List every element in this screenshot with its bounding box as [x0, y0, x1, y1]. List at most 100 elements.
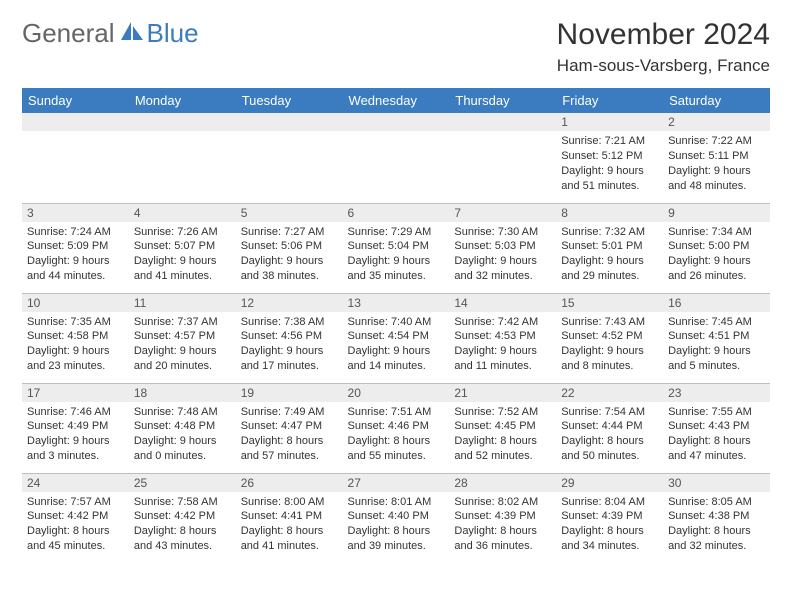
day-detail-line: Sunrise: 7:55 AM: [668, 405, 765, 420]
day-number: 20: [343, 384, 450, 402]
logo-text-blue: Blue: [147, 18, 199, 49]
logo: General Blue: [22, 18, 199, 49]
day-number: 5: [236, 204, 343, 222]
day-detail-line: Daylight: 9 hours and 8 minutes.: [561, 344, 658, 374]
day-detail-line: Daylight: 9 hours and 32 minutes.: [454, 254, 551, 284]
day-details: Sunrise: 7:58 AMSunset: 4:42 PMDaylight:…: [129, 492, 236, 557]
day-detail-line: Sunset: 4:56 PM: [241, 329, 338, 344]
day-number: 14: [449, 294, 556, 312]
day-detail-line: Sunset: 5:03 PM: [454, 239, 551, 254]
day-detail-line: Daylight: 9 hours and 11 minutes.: [454, 344, 551, 374]
day-number: 28: [449, 474, 556, 492]
day-details: Sunrise: 7:34 AMSunset: 5:00 PMDaylight:…: [663, 222, 770, 287]
day-detail-line: Daylight: 8 hours and 47 minutes.: [668, 434, 765, 464]
day-detail-line: Sunrise: 7:45 AM: [668, 315, 765, 330]
calendar-day-cell: 11Sunrise: 7:37 AMSunset: 4:57 PMDayligh…: [129, 293, 236, 383]
day-number: 10: [22, 294, 129, 312]
day-detail-line: Sunset: 5:07 PM: [134, 239, 231, 254]
day-detail-line: Sunrise: 8:04 AM: [561, 495, 658, 510]
day-number: 19: [236, 384, 343, 402]
calendar-day-cell: 19Sunrise: 7:49 AMSunset: 4:47 PMDayligh…: [236, 383, 343, 473]
calendar-day-cell: 3Sunrise: 7:24 AMSunset: 5:09 PMDaylight…: [22, 203, 129, 293]
day-detail-line: Daylight: 9 hours and 38 minutes.: [241, 254, 338, 284]
day-detail-line: Daylight: 8 hours and 34 minutes.: [561, 524, 658, 554]
day-detail-line: Sunset: 4:39 PM: [454, 509, 551, 524]
day-details: Sunrise: 7:38 AMSunset: 4:56 PMDaylight:…: [236, 312, 343, 377]
day-detail-line: Sunrise: 7:58 AM: [134, 495, 231, 510]
day-details: Sunrise: 7:48 AMSunset: 4:48 PMDaylight:…: [129, 402, 236, 467]
calendar-day-cell: 20Sunrise: 7:51 AMSunset: 4:46 PMDayligh…: [343, 383, 450, 473]
day-detail-line: Sunrise: 7:51 AM: [348, 405, 445, 420]
day-number: [343, 113, 450, 131]
day-details: Sunrise: 8:01 AMSunset: 4:40 PMDaylight:…: [343, 492, 450, 557]
calendar-day-cell: 17Sunrise: 7:46 AMSunset: 4:49 PMDayligh…: [22, 383, 129, 473]
day-detail-line: Sunrise: 7:46 AM: [27, 405, 124, 420]
day-detail-line: Sunrise: 7:48 AM: [134, 405, 231, 420]
calendar-day-cell: 4Sunrise: 7:26 AMSunset: 5:07 PMDaylight…: [129, 203, 236, 293]
calendar-table: SundayMondayTuesdayWednesdayThursdayFrid…: [22, 88, 770, 563]
calendar-day-cell: [343, 113, 450, 203]
day-details: Sunrise: 7:26 AMSunset: 5:07 PMDaylight:…: [129, 222, 236, 287]
day-details: Sunrise: 7:30 AMSunset: 5:03 PMDaylight:…: [449, 222, 556, 287]
day-number: 4: [129, 204, 236, 222]
day-number: 23: [663, 384, 770, 402]
day-number: 2: [663, 113, 770, 131]
day-details: Sunrise: 7:35 AMSunset: 4:58 PMDaylight:…: [22, 312, 129, 377]
day-detail-line: Sunset: 4:51 PM: [668, 329, 765, 344]
day-details: Sunrise: 7:49 AMSunset: 4:47 PMDaylight:…: [236, 402, 343, 467]
day-number: 7: [449, 204, 556, 222]
day-details: Sunrise: 7:57 AMSunset: 4:42 PMDaylight:…: [22, 492, 129, 557]
day-detail-line: Sunset: 4:57 PM: [134, 329, 231, 344]
calendar-day-cell: 10Sunrise: 7:35 AMSunset: 4:58 PMDayligh…: [22, 293, 129, 383]
day-detail-line: Daylight: 8 hours and 32 minutes.: [668, 524, 765, 554]
calendar-week-row: 1Sunrise: 7:21 AMSunset: 5:12 PMDaylight…: [22, 113, 770, 203]
day-detail-line: Daylight: 8 hours and 41 minutes.: [241, 524, 338, 554]
calendar-day-cell: 26Sunrise: 8:00 AMSunset: 4:41 PMDayligh…: [236, 473, 343, 563]
location: Ham-sous-Varsberg, France: [557, 56, 770, 76]
title-block: November 2024 Ham-sous-Varsberg, France: [557, 18, 770, 76]
day-detail-line: Sunset: 4:54 PM: [348, 329, 445, 344]
day-detail-line: Daylight: 8 hours and 52 minutes.: [454, 434, 551, 464]
day-number: 1: [556, 113, 663, 131]
day-number: [449, 113, 556, 131]
day-detail-line: Daylight: 9 hours and 0 minutes.: [134, 434, 231, 464]
day-detail-line: Daylight: 9 hours and 35 minutes.: [348, 254, 445, 284]
day-detail-line: Daylight: 9 hours and 29 minutes.: [561, 254, 658, 284]
day-detail-line: Sunset: 4:49 PM: [27, 419, 124, 434]
calendar-day-cell: 14Sunrise: 7:42 AMSunset: 4:53 PMDayligh…: [449, 293, 556, 383]
day-number: [22, 113, 129, 131]
calendar-day-cell: 27Sunrise: 8:01 AMSunset: 4:40 PMDayligh…: [343, 473, 450, 563]
day-details: Sunrise: 7:55 AMSunset: 4:43 PMDaylight:…: [663, 402, 770, 467]
day-detail-line: Daylight: 9 hours and 48 minutes.: [668, 164, 765, 194]
day-detail-line: Daylight: 9 hours and 26 minutes.: [668, 254, 765, 284]
day-detail-line: Sunrise: 7:34 AM: [668, 225, 765, 240]
day-detail-line: Sunset: 4:42 PM: [27, 509, 124, 524]
day-number: 6: [343, 204, 450, 222]
day-number: 18: [129, 384, 236, 402]
calendar-day-cell: 15Sunrise: 7:43 AMSunset: 4:52 PMDayligh…: [556, 293, 663, 383]
calendar-day-cell: 25Sunrise: 7:58 AMSunset: 4:42 PMDayligh…: [129, 473, 236, 563]
day-number: 15: [556, 294, 663, 312]
day-detail-line: Sunrise: 7:27 AM: [241, 225, 338, 240]
calendar-week-row: 17Sunrise: 7:46 AMSunset: 4:49 PMDayligh…: [22, 383, 770, 473]
calendar-day-cell: [22, 113, 129, 203]
day-number: [236, 113, 343, 131]
day-details: [129, 131, 236, 137]
day-detail-line: Daylight: 9 hours and 14 minutes.: [348, 344, 445, 374]
day-number: 9: [663, 204, 770, 222]
day-detail-line: Sunset: 5:11 PM: [668, 149, 765, 164]
day-detail-line: Sunset: 4:52 PM: [561, 329, 658, 344]
day-detail-line: Sunrise: 8:00 AM: [241, 495, 338, 510]
calendar-day-cell: [129, 113, 236, 203]
day-number: 13: [343, 294, 450, 312]
day-details: Sunrise: 8:04 AMSunset: 4:39 PMDaylight:…: [556, 492, 663, 557]
day-details: Sunrise: 7:24 AMSunset: 5:09 PMDaylight:…: [22, 222, 129, 287]
weekday-header-cell: Monday: [129, 88, 236, 113]
day-details: [449, 131, 556, 137]
day-details: Sunrise: 7:43 AMSunset: 4:52 PMDaylight:…: [556, 312, 663, 377]
day-details: [343, 131, 450, 137]
day-detail-line: Daylight: 8 hours and 43 minutes.: [134, 524, 231, 554]
day-details: Sunrise: 8:05 AMSunset: 4:38 PMDaylight:…: [663, 492, 770, 557]
day-details: Sunrise: 7:32 AMSunset: 5:01 PMDaylight:…: [556, 222, 663, 287]
day-details: Sunrise: 7:40 AMSunset: 4:54 PMDaylight:…: [343, 312, 450, 377]
